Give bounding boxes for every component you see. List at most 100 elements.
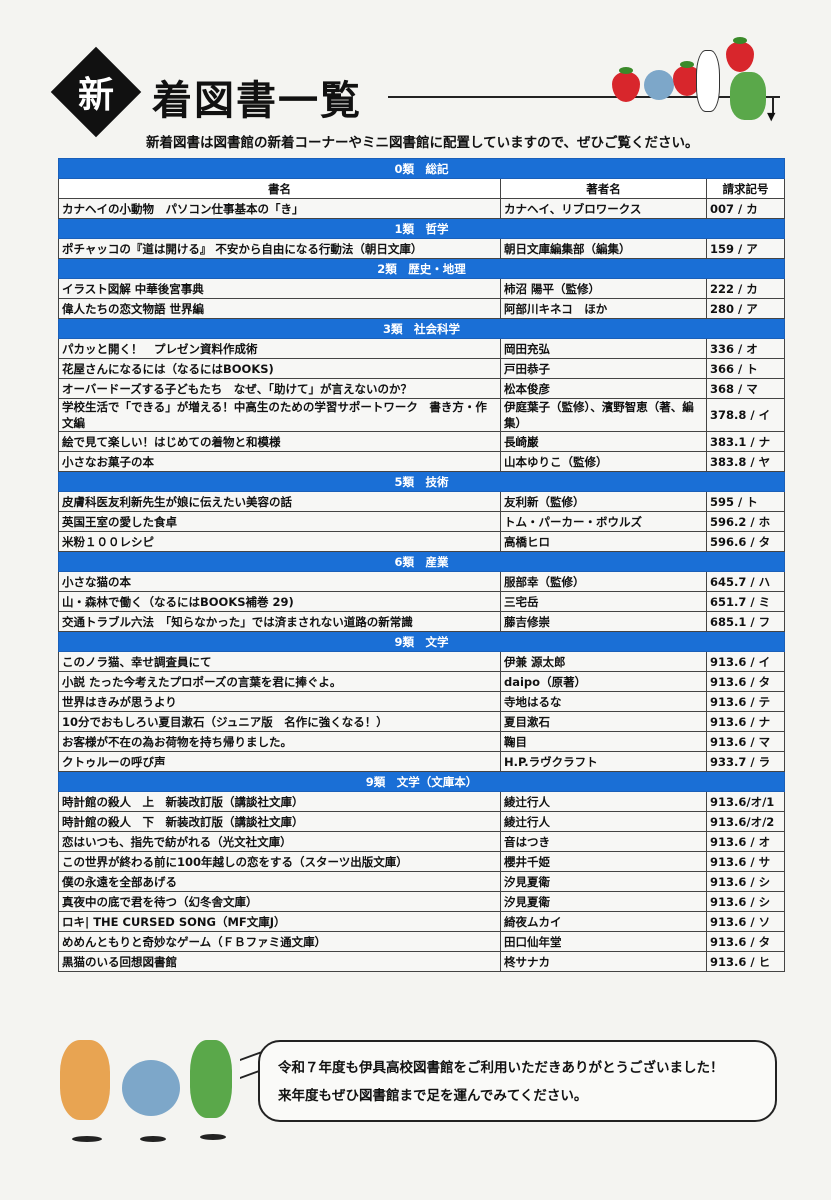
book-title: めめんともりと奇妙なゲーム（ＦＢファミ通文庫） (58, 931, 501, 952)
call-number: 913.6 / サ (705, 851, 786, 872)
call-number: 368 / マ (705, 378, 786, 399)
book-title: 米粉１００レシピ (58, 531, 501, 552)
book-author: 服部幸（監修） (500, 571, 707, 592)
table-row: パカッと開く！ プレゼン資料作成術 岡田充弘 336 / オ (58, 338, 786, 359)
book-title: 学校生活で「できる」が増える！中高生のための学習サポートワーク 書き方・作文編 (58, 398, 501, 432)
book-author: 朝日文庫編集部（編集） (500, 238, 707, 259)
book-title: 英国王室の愛した食卓 (58, 511, 501, 532)
table-row: 10分でおもしろい夏目漱石（ジュニア版 名作に強くなる！） 夏目漱石 913.6 /… (58, 711, 786, 732)
message-line-2: 来年度もぜひ図書館まで足を運んでみてください。 (278, 1088, 588, 1104)
call-number: 280 / ア (705, 298, 786, 319)
book-author: 田口仙年堂 (500, 931, 707, 952)
section-header: 1類 哲学 (57, 218, 786, 239)
book-author: 藤吉修崇 (500, 611, 707, 632)
section-label: 3類 社会科学 (57, 318, 786, 339)
call-number: 685.1 / フ (705, 611, 786, 632)
book-title: オーバードーズする子どもたち なぜ、「助けて」が言えないのか？ (58, 378, 501, 399)
call-number: 651.7 / ミ (705, 591, 786, 612)
table-row: お客様が不在の為お荷物を持ち帰りました。 鞠目 913.6 / マ (58, 731, 786, 752)
book-author: 高橋ヒロ (500, 531, 707, 552)
call-number: 383.8 / ヤ (705, 451, 786, 472)
section-label: 9類 文学 (57, 631, 786, 652)
book-title: クトゥルーの呼び声 (58, 751, 501, 772)
table-row: カナヘイの小動物 パソコン仕事基本の「き」 カナヘイ、リブロワークス 007 / カ (58, 198, 786, 219)
call-number: 913.6 / ヒ (705, 951, 786, 972)
book-author: 寺地はるな (500, 691, 707, 712)
book-title: 皮膚科医友利新先生が娘に伝えたい美容の話 (58, 491, 501, 512)
table-row: 米粉１００レシピ 高橋ヒロ 596.6 / タ (58, 531, 786, 552)
section-label: 9類 文学（文庫本） (57, 771, 786, 792)
call-number: 913.6 / タ (705, 671, 786, 692)
table-row: 僕の永遠を全部あげる 汐見夏衛 913.6 / シ (58, 871, 786, 892)
table-row: 世界はきみが思うより 寺地はるな 913.6 / テ (58, 691, 786, 712)
strawberry-icon (726, 37, 754, 72)
call-number: 913.6 / シ (705, 891, 786, 912)
book-title: 絵で見て楽しい！はじめての着物と和模様 (58, 431, 501, 452)
cat-illustration (60, 1040, 110, 1120)
call-number: 913.6 / マ (705, 731, 786, 752)
call-number: 159 / ア (705, 238, 786, 259)
book-title: 交通トラブル六法 「知らなかった」では済まされない道路の新常識 (58, 611, 501, 632)
shadow (140, 1136, 166, 1142)
section-header: 9類 文学（文庫本） (57, 771, 786, 792)
book-author: daipo（原著） (500, 671, 707, 692)
table-row: クトゥルーの呼び声 H.P.ラヴクラフト 933.7 / ラ (58, 751, 786, 772)
table-row: 小さな猫の本 服部幸（監修） 645.7 / ハ (58, 571, 786, 592)
book-title: 世界はきみが思うより (58, 691, 501, 712)
shadow (200, 1134, 226, 1140)
table-row: ロキ| THE CURSED SONG（MF文庫J） 綺夜ムカイ 913.6 / ソ (58, 911, 786, 932)
table-row: イラスト図解 中華後宮事典 柿沼 陽平（監修） 222 / カ (58, 278, 786, 299)
book-author: 柊サナカ (500, 951, 707, 972)
call-number: 933.7 / ラ (705, 751, 786, 772)
book-author: 友利新（監修） (500, 491, 707, 512)
book-title: ロキ| THE CURSED SONG（MF文庫J） (58, 911, 501, 932)
book-title: 時計館の殺人 下 新装改訂版（講談社文庫） (58, 811, 501, 832)
call-number: 913.6 / タ (705, 931, 786, 952)
book-author: 岡田充弘 (500, 338, 707, 359)
section-header: 3類 社会科学 (57, 318, 786, 339)
book-author: 山本ゆりこ（監修） (500, 451, 707, 472)
section-label: 2類 歴史・地理 (57, 258, 786, 279)
new-books-table: 0類 総記 書名 著者名 請求記号 カナヘイの小動物 パソコン仕事基本の「き」 カナヘイ、… (57, 158, 786, 972)
rabbit-illustration (696, 50, 720, 112)
table-row: この世界が終わる前に100年越しの恋をする（スターツ出版文庫） 櫻井千姫 913.6… (58, 851, 786, 872)
call-number: 913.6 / イ (705, 651, 786, 672)
table-row: 真夜中の底で君を待つ（幻冬舎文庫） 汐見夏衛 913.6 / シ (58, 891, 786, 912)
page-title: 着図書一覧 (152, 78, 362, 124)
book-author: 綾辻行人 (500, 791, 707, 812)
table-row: 時計館の殺人 下 新装改訂版（講談社文庫） 綾辻行人 913.6/オ/2 (58, 811, 786, 832)
call-number: 222 / カ (705, 278, 786, 299)
call-number: 913.6 / ソ (705, 911, 786, 932)
arrow-icon (772, 96, 774, 114)
call-number: 378.8 / イ (705, 398, 786, 432)
book-title: この世界が終わる前に100年越しの恋をする（スターツ出版文庫） (58, 851, 501, 872)
table-row: 花屋さんになるには（なるにはBOOKS) 戸田恭子 366 / ト (58, 358, 786, 379)
table-row: 時計館の殺人 上 新装改訂版（講談社文庫） 綾辻行人 913.6/オ/1 (58, 791, 786, 812)
table-row: 黒猫のいる回想図書館 柊サナカ 913.6 / ヒ (58, 951, 786, 972)
frog-illustration (190, 1040, 232, 1118)
table-row: 英国王室の愛した食卓 トム・パーカー・ボウルズ 596.2 / ホ (58, 511, 786, 532)
book-author: 柿沼 陽平（監修） (500, 278, 707, 299)
book-title: カナヘイの小動物 パソコン仕事基本の「き」 (58, 198, 501, 219)
bird-illustration (122, 1060, 180, 1116)
call-number: 596.6 / タ (705, 531, 786, 552)
book-author: 三宅岳 (500, 591, 707, 612)
shadow (72, 1136, 102, 1142)
book-author: 戸田恭子 (500, 358, 707, 379)
book-author: 汐見夏衛 (500, 871, 707, 892)
book-author: 櫻井千姫 (500, 851, 707, 872)
table-row: 小さなお菓子の本 山本ゆりこ（監修） 383.8 / ヤ (58, 451, 786, 472)
section-label: 5類 技術 (57, 471, 786, 492)
column-header-call-number: 請求記号 (705, 178, 786, 199)
call-number: 645.7 / ハ (705, 571, 786, 592)
section-label: 6類 産業 (57, 551, 786, 572)
table-row: 恋はいつも、指先で紡がれる（光文社文庫） 音はつき 913.6 / オ (58, 831, 786, 852)
bird-illustration (644, 70, 674, 100)
book-author: 音はつき (500, 831, 707, 852)
book-title: 僕の永遠を全部あげる (58, 871, 501, 892)
book-author: H.P.ラヴクラフト (500, 751, 707, 772)
book-title: パカッと開く！ プレゼン資料作成術 (58, 338, 501, 359)
book-author: トム・パーカー・ボウルズ (500, 511, 707, 532)
book-title: 山・森林で働く（なるにはBOOKS補巻 29) (58, 591, 501, 612)
table-row: このノラ猫、幸せ調査員にて 伊兼 源太郎 913.6 / イ (58, 651, 786, 672)
